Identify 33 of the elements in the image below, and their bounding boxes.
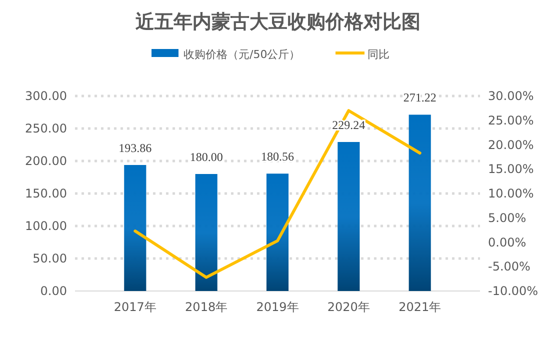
y2-tick-label: -10.00% — [488, 284, 538, 298]
bar — [195, 174, 218, 291]
y2-tick-label: 30.00% — [488, 89, 534, 103]
x-tick-label: 2020年 — [327, 300, 370, 314]
y2-tick-label: 15.00% — [488, 162, 534, 176]
y2-tick-label: 20.00% — [488, 138, 534, 152]
y2-tick-label: 25.00% — [488, 113, 534, 128]
bar — [124, 164, 146, 291]
legend-label: 收购价格（元/50公斤） — [184, 48, 300, 61]
chart-title: 近五年内蒙古大豆收购价格对比图 — [134, 11, 420, 33]
y2-tick-label: -5.00% — [488, 260, 530, 274]
y2-tick-label: 10.00% — [488, 186, 534, 200]
data-label: 180.00 — [190, 150, 223, 164]
y-tick-label: 300.00 — [25, 89, 67, 103]
bar — [408, 114, 431, 291]
y-tick-label: 250.00 — [25, 122, 67, 136]
legend-label: 同比 — [368, 48, 390, 61]
y-tick-label: 100.00 — [25, 219, 67, 233]
data-label: 180.56 — [261, 150, 294, 164]
y-tick-label: 0.00 — [40, 284, 67, 298]
bar — [266, 174, 289, 291]
y2-tick-label: 0.00% — [488, 235, 526, 250]
y-tick-label: 50.00 — [32, 252, 67, 266]
y2-tick-label: 5.00% — [488, 210, 526, 225]
data-label: 271.22 — [403, 90, 436, 105]
y-tick-label: 200.00 — [25, 154, 67, 168]
bar — [338, 142, 360, 291]
x-tick-label: 2017年 — [114, 300, 156, 314]
data-label: 193.86 — [118, 140, 152, 155]
x-tick-label: 2019年 — [256, 300, 299, 314]
y-tick-label: 150.00 — [25, 186, 67, 200]
x-tick-label: 2018年 — [185, 300, 228, 314]
x-tick-label: 2021年 — [398, 300, 442, 314]
